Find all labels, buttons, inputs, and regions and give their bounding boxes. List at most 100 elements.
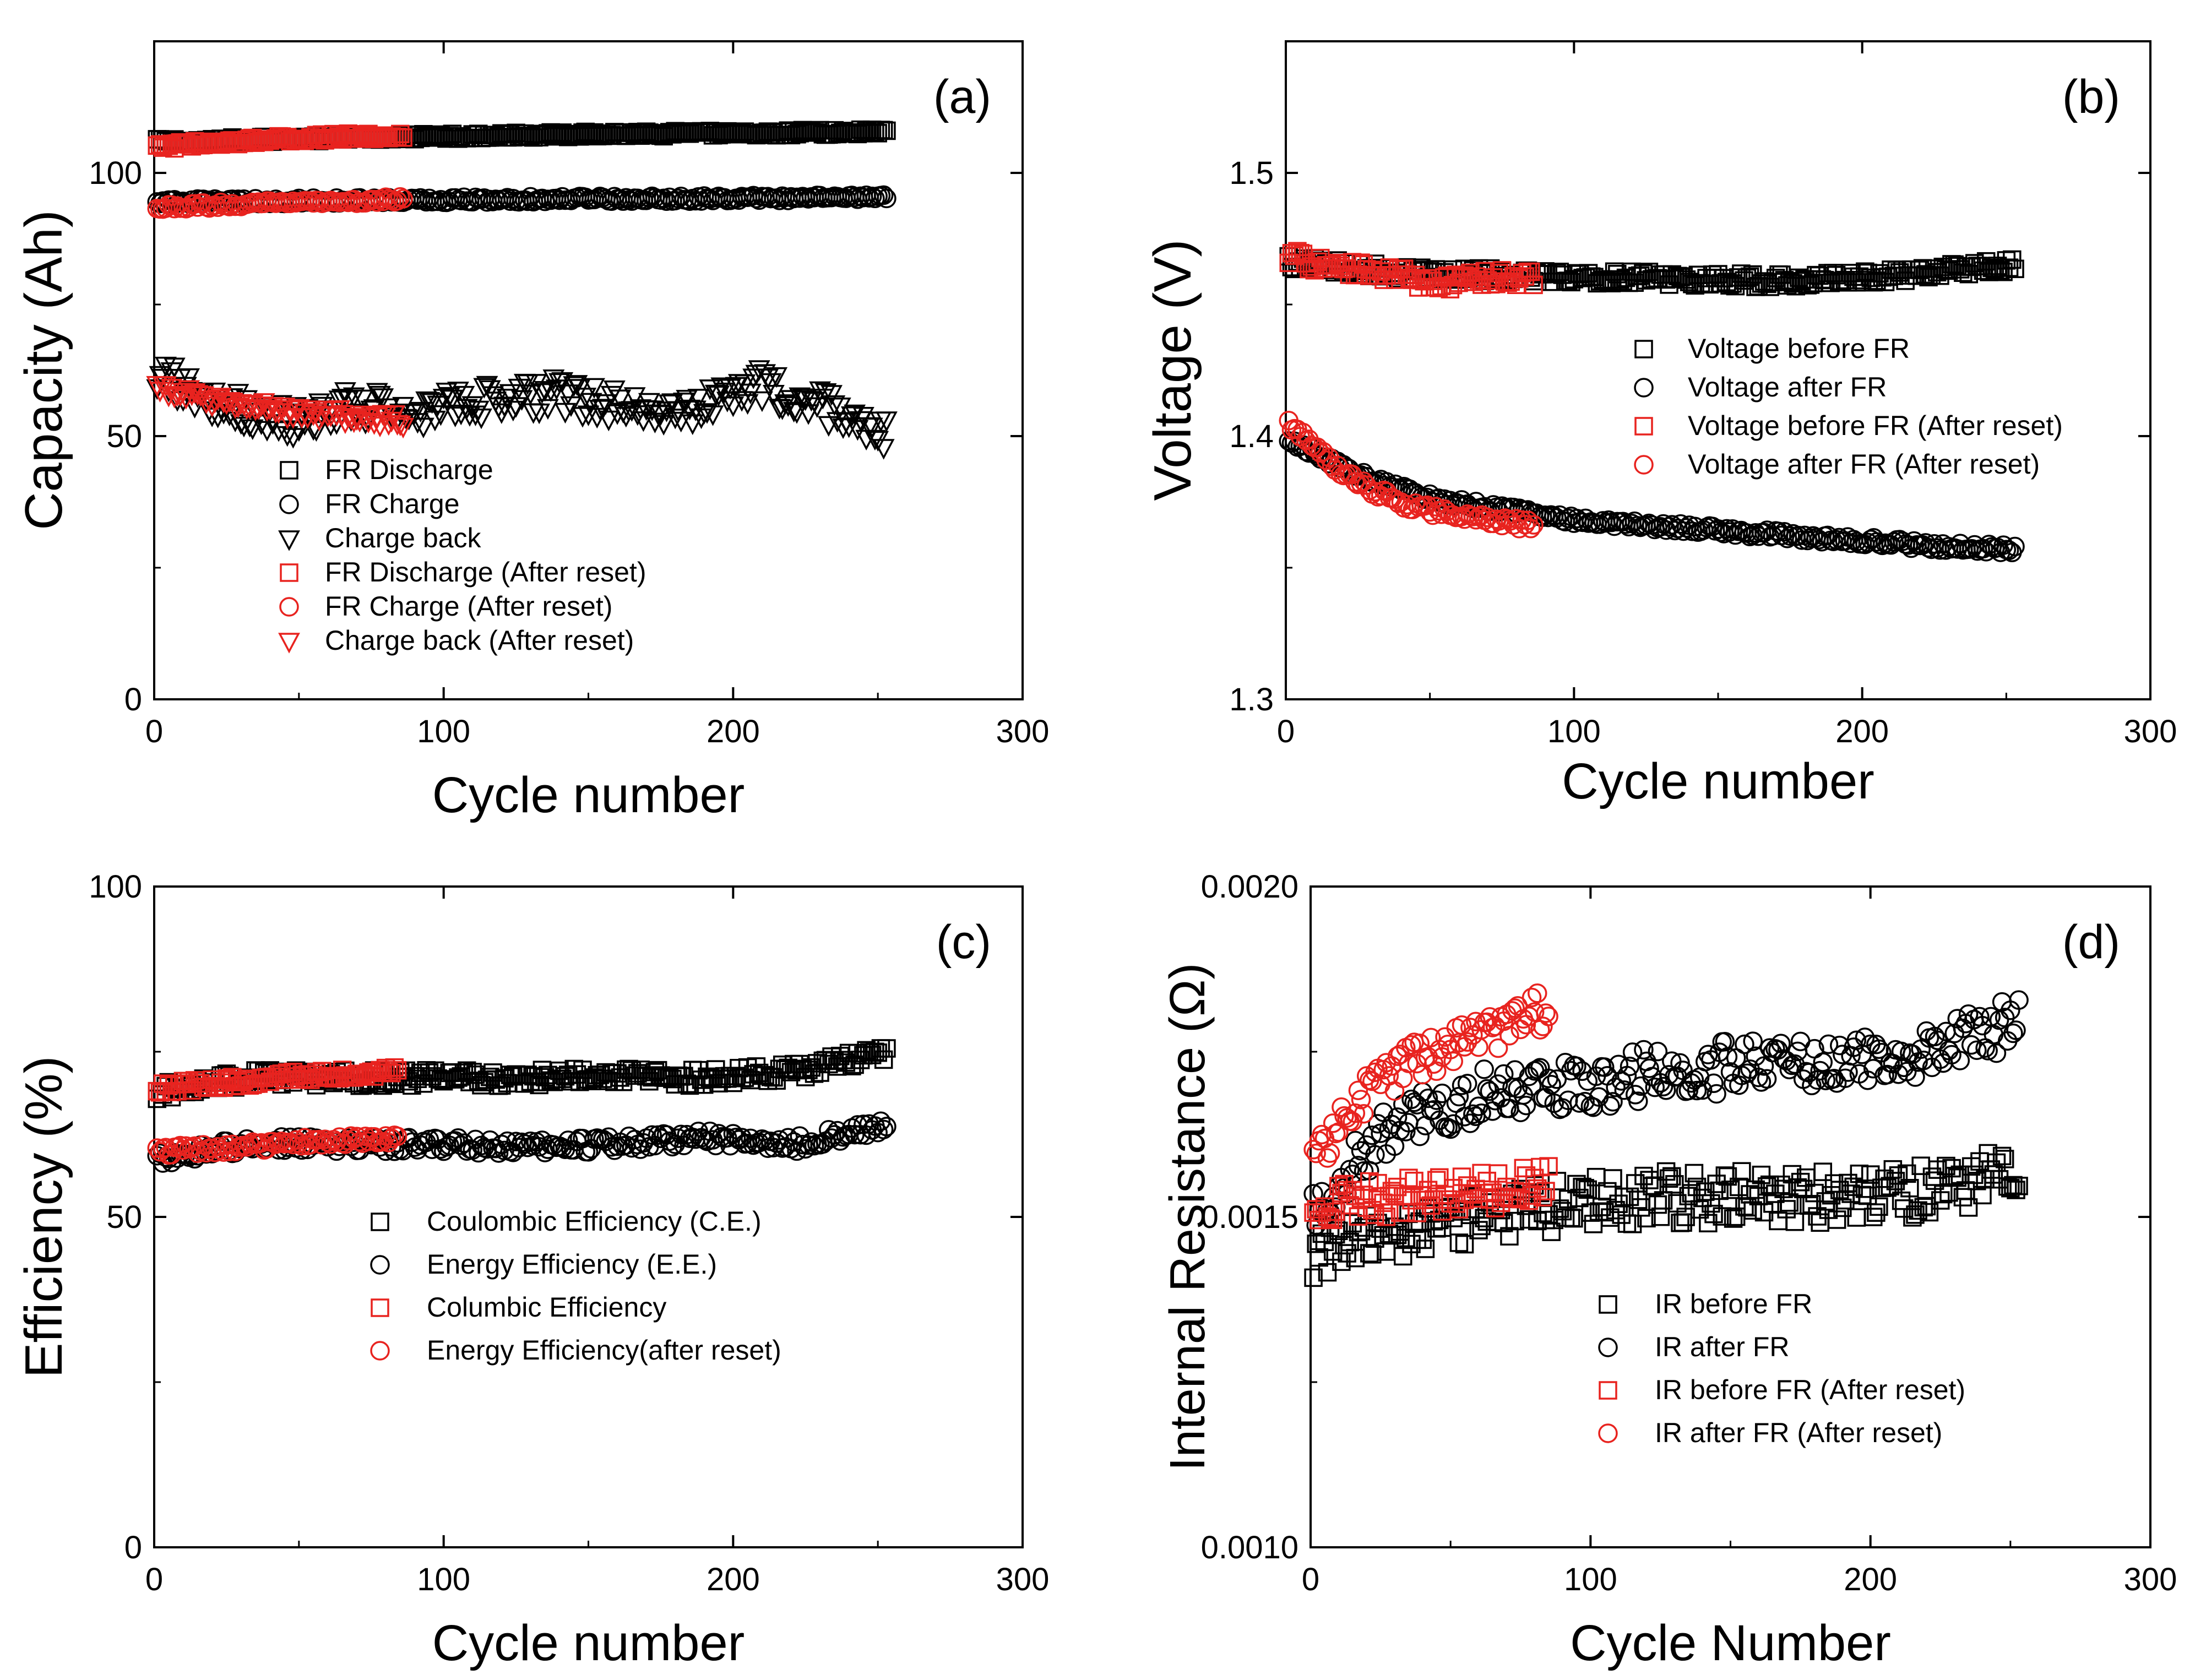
x-tick-label: 300 [996, 714, 1050, 749]
data-point [1648, 1195, 1667, 1214]
data-point [1365, 1062, 1385, 1083]
data-point [302, 420, 325, 441]
data-point [1506, 1211, 1524, 1231]
x-tick-label: 100 [417, 1562, 470, 1597]
legend-marker [1634, 417, 1653, 436]
data-point [2003, 250, 2022, 269]
data-point [877, 1117, 896, 1137]
data-point [786, 403, 808, 424]
data-point [1833, 1045, 1852, 1064]
data-point [873, 185, 894, 205]
data-point [1541, 1075, 1561, 1095]
data-point [241, 419, 264, 441]
data-point [1631, 1076, 1651, 1096]
data-point [1457, 1074, 1477, 1094]
series-1 [1304, 1144, 2028, 1287]
data-point [1522, 262, 1540, 281]
data-point [1628, 1091, 1648, 1111]
data-point [2006, 1020, 2026, 1040]
data-point [642, 1125, 662, 1145]
data-point [687, 389, 710, 410]
data-point [445, 1131, 465, 1151]
data-point [467, 400, 490, 422]
data-point [1737, 1063, 1757, 1083]
data-point [389, 415, 411, 437]
legend-label: IR after FR (After reset) [1655, 1417, 1942, 1448]
data-point [391, 124, 410, 144]
data-point [163, 357, 186, 379]
data-point [1572, 1061, 1592, 1081]
data-point [1922, 1167, 1942, 1186]
data-point [366, 383, 388, 404]
data-point [718, 1128, 737, 1148]
data-point [1771, 1034, 1791, 1053]
legend-label: IR after FR [1655, 1331, 1789, 1362]
data-point [702, 405, 724, 426]
data-point [1387, 1107, 1408, 1127]
data-point [558, 1130, 578, 1150]
data-point [609, 389, 632, 411]
data-point [844, 404, 866, 426]
data-point [1539, 1007, 1558, 1026]
data-point [1900, 1178, 1919, 1198]
data-point [1827, 1210, 1846, 1229]
data-point [1547, 1069, 1567, 1089]
legend-marker [371, 1213, 389, 1231]
data-point [519, 384, 542, 405]
data-point [1499, 1026, 1519, 1046]
data-point [2007, 1181, 2025, 1199]
y-axis-title: Voltage (V) [1143, 240, 1202, 501]
data-point [536, 399, 559, 420]
data-point [2009, 1177, 2028, 1195]
data-point [578, 1142, 599, 1162]
data-point [696, 403, 718, 424]
data-point [542, 369, 565, 390]
data-point [1306, 1143, 1326, 1164]
data-point [1402, 1235, 1421, 1254]
data-point [1905, 1067, 1925, 1087]
data-point [372, 405, 394, 426]
data-point [1685, 1164, 1704, 1183]
x-axis-title: Cycle number [432, 1615, 745, 1671]
legend-marker [371, 1298, 389, 1317]
data-point [606, 404, 628, 425]
data-point [1533, 1016, 1553, 1036]
data-point [1418, 1047, 1438, 1067]
data-point [751, 391, 773, 412]
data-point [169, 386, 192, 407]
data-point [874, 1050, 893, 1069]
data-point [178, 368, 200, 389]
data-point [1567, 1056, 1586, 1076]
data-point [1724, 1209, 1743, 1228]
data-point [607, 1136, 627, 1156]
data-point [1939, 1041, 1959, 1061]
x-tick-label: 300 [996, 1562, 1050, 1597]
series-4 [1279, 411, 1544, 539]
data-point [1365, 1145, 1385, 1165]
data-point [824, 1125, 845, 1145]
data-point [1354, 1103, 1374, 1124]
data-point [1604, 1169, 1622, 1188]
data-point [418, 392, 441, 413]
legend-marker [1599, 1381, 1617, 1400]
data-point [1376, 1053, 1396, 1073]
data-point [1867, 1203, 1886, 1222]
data-point [1418, 1088, 1438, 1108]
x-tick-label: 200 [1835, 714, 1889, 749]
legend-label: FR Discharge [325, 454, 493, 485]
data-point [796, 1139, 816, 1159]
data-point [1430, 1168, 1449, 1187]
series-2 [1303, 990, 2029, 1235]
legend-marker [278, 633, 300, 654]
data-point [1861, 1165, 1880, 1184]
data-point [1345, 1130, 1366, 1151]
data-point [1704, 1073, 1724, 1094]
data-point [150, 1141, 170, 1162]
data-point [1522, 987, 1542, 1008]
data-point [862, 186, 882, 206]
data-point [319, 415, 342, 437]
data-point [1410, 1126, 1430, 1146]
data-point [1488, 1038, 1508, 1058]
y-tick-label: 0.0020 [1201, 869, 1298, 905]
data-point [1505, 1060, 1525, 1080]
